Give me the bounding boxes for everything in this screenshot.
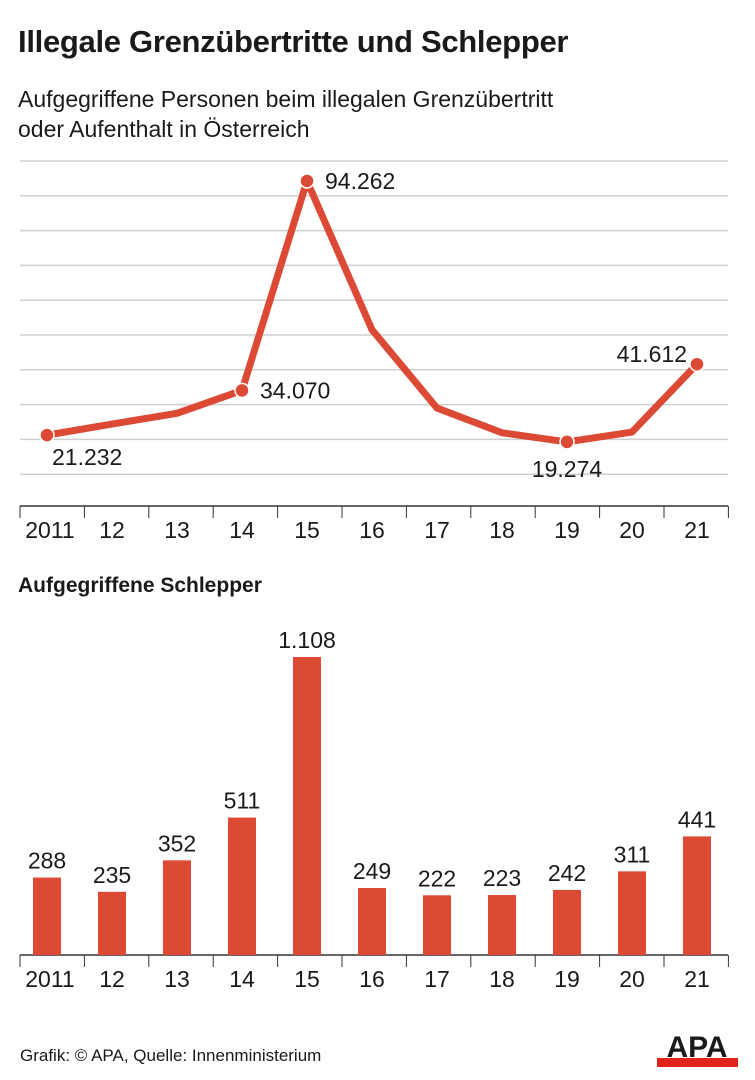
bar-data-label: 311 [614,841,651,867]
line-data-label: 34.070 [260,377,330,403]
line-data-label: 94.262 [325,168,395,194]
line-point-marker [299,173,315,189]
line-data-label: 41.612 [617,341,687,367]
bar-data-label: 235 [93,862,131,888]
bar-x-tick-label: 12 [99,966,125,992]
line-x-tick-label: 15 [294,517,320,543]
bar-x-tick-label: 17 [424,966,450,992]
bar-x-tick-label: 16 [359,966,385,992]
bar-data-label: 441 [678,806,716,832]
bar-x-tick-label: 15 [294,966,320,992]
line-x-tick-label: 20 [619,517,645,543]
apa-logo: APA [657,1031,738,1067]
line-x-tick-label: 13 [164,517,190,543]
bar-data-label: 242 [548,860,586,886]
line-x-tick-label: 14 [229,517,255,543]
bar-data-label: 511 [224,788,261,814]
line-chart-subtitle: Aufgegriffene Personen beim illegalen Gr… [18,84,553,144]
bar [683,836,711,955]
bar-data-label: 352 [158,830,196,856]
line-x-tick-label: 16 [359,517,385,543]
subtitle-line-1: Aufgegriffene Personen beim illegalen Gr… [18,86,554,112]
page-title: Illegale Grenzübertritte und Schlepper [18,24,569,59]
bar-x-tick-label: 20 [619,966,645,992]
line-point-marker [39,427,55,443]
bar [163,860,191,955]
bar [293,657,321,955]
line-point-marker [234,382,250,399]
line-x-tick-label: 17 [424,517,450,543]
line-x-tick-label: 21 [684,517,710,543]
bar [228,817,256,955]
bar [423,895,451,955]
bar-data-label: 288 [28,848,66,874]
line-data-label: 21.232 [52,444,122,470]
line-data-label: 19.274 [532,456,603,482]
bar-data-label: 249 [353,858,391,884]
line-x-tick-label: 12 [99,517,125,543]
bar-data-label: 1.108 [278,627,336,653]
line-x-tick-label: 18 [489,517,515,543]
bar-x-tick-label: 19 [554,966,580,992]
bar [358,888,386,955]
bar-x-tick-label: 21 [684,966,710,992]
bar-x-tick-label: 14 [229,966,255,992]
bar [488,895,516,955]
line-x-tick-label: 19 [554,517,580,543]
line-point-marker [689,356,705,372]
line-x-tick-label: 2011 [25,517,74,543]
bar-x-tick-label: 2011 [25,966,74,992]
bar-x-tick-label: 18 [489,966,515,992]
bar-chart-title: Aufgegriffene Schlepper [18,574,262,597]
bar [98,891,126,955]
bar-data-label: 223 [483,865,521,891]
footer-credit: Grafik: © APA, Quelle: Innenministerium [20,1046,322,1065]
bar [618,871,646,955]
bar-data-label: 222 [418,865,456,891]
bar [33,877,61,955]
line-point-marker [559,434,575,450]
subtitle-line-2: oder Aufenthalt in Österreich [18,116,310,142]
line-series [46,177,700,446]
bar-x-tick-label: 13 [164,966,190,992]
bar [553,889,581,955]
